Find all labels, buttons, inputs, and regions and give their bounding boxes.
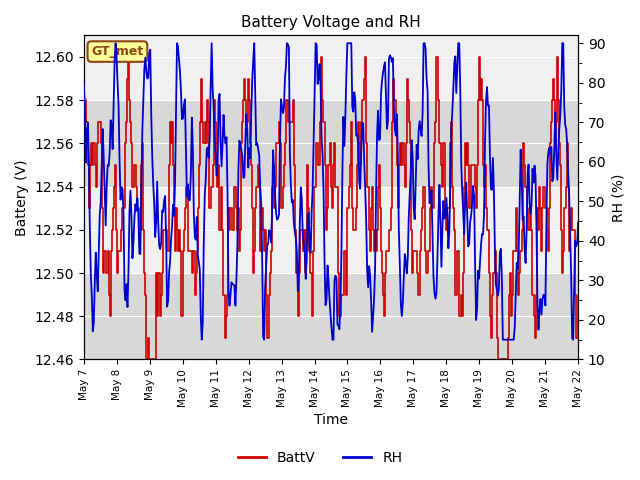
Y-axis label: Battery (V): Battery (V) xyxy=(15,159,29,236)
X-axis label: Time: Time xyxy=(314,413,348,427)
Y-axis label: RH (%): RH (%) xyxy=(611,173,625,222)
Title: Battery Voltage and RH: Battery Voltage and RH xyxy=(241,15,421,30)
Legend: BattV, RH: BattV, RH xyxy=(232,445,408,471)
Bar xyxy=(84,14,578,100)
Text: GT_met: GT_met xyxy=(92,45,143,58)
Bar xyxy=(84,187,578,273)
